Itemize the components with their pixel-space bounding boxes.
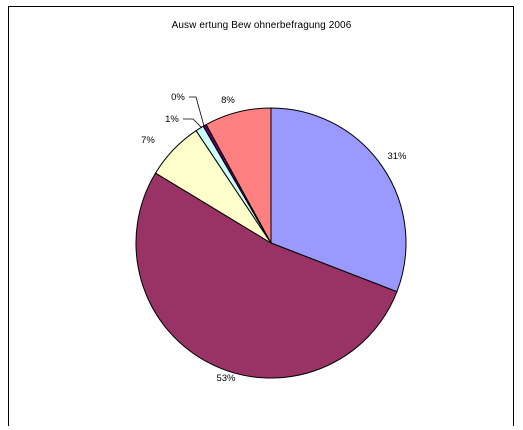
slice-label-2: 53% xyxy=(216,373,236,384)
pie-slice-6 xyxy=(205,107,272,244)
slice-label-6: 8% xyxy=(221,95,235,106)
slice-label-4: 1% xyxy=(165,114,179,125)
pie-slice-1 xyxy=(270,107,407,293)
chart-title: Ausw ertung Bew ohnerbefragung 2006 xyxy=(171,20,352,31)
slice-label-5: 0% xyxy=(171,92,185,103)
slice-label-1: 31% xyxy=(387,151,407,162)
slice-label-3: 7% xyxy=(141,135,155,146)
pie-slice-2 xyxy=(135,172,398,379)
leader-line-5 xyxy=(189,96,205,127)
leader-line-4 xyxy=(183,118,203,129)
